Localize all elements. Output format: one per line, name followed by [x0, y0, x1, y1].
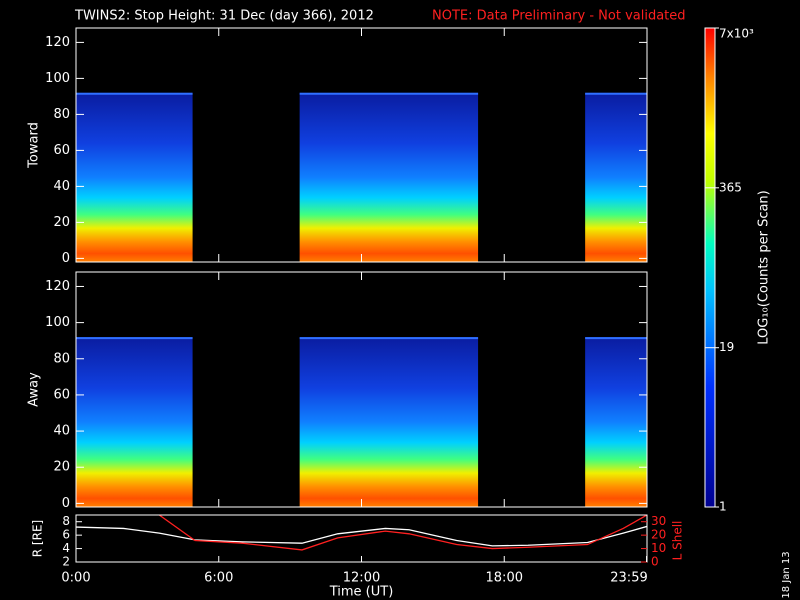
y2-tick-label: 0: [651, 555, 659, 569]
y-tick-label: 120: [45, 35, 70, 50]
y-tick-label: 20: [53, 460, 70, 475]
x-tick-label: 23:59: [610, 571, 647, 586]
series-line: [76, 525, 647, 547]
spectrogram-block: [299, 92, 479, 262]
date-stamp: 18 Jan 13: [781, 551, 792, 598]
x-tick-label: 18:00: [486, 571, 523, 586]
spectrogram-block: [585, 337, 647, 507]
colorbar: [704, 27, 716, 508]
y-axis-label: Away: [27, 372, 42, 407]
y-tick-label: 6: [62, 528, 70, 542]
y-tick-label: 100: [45, 71, 70, 86]
y-tick-label: 2: [62, 555, 70, 569]
y-tick-label: 60: [53, 143, 70, 158]
colorbar-tick-label: 365: [719, 180, 742, 194]
x-tick-label: 12:00: [343, 571, 380, 586]
spectrogram-block: [76, 337, 193, 507]
y-tick-label: 0: [62, 496, 70, 511]
y-tick-label: 40: [53, 179, 70, 194]
x-tick-label: 6:00: [204, 571, 233, 586]
y2-tick-label: 30: [651, 514, 666, 528]
spectrogram-block: [76, 92, 193, 262]
x-tick-label: 0:00: [61, 571, 90, 586]
y-tick-label: 80: [53, 107, 70, 122]
y-tick-label: 80: [53, 351, 70, 366]
y-tick-label: 4: [62, 541, 70, 555]
colorbar-tick-label: 19: [719, 340, 734, 354]
y-tick-label: 100: [45, 315, 70, 330]
note: NOTE: Data Preliminary - Not validated: [432, 9, 686, 24]
y2-tick-label: 10: [651, 541, 666, 555]
y2-tick-label: 20: [651, 528, 666, 542]
colorbar-tick-label: 1: [719, 500, 727, 514]
y2-axis-label: L Shell: [671, 521, 685, 561]
y-tick-label: 20: [53, 215, 70, 230]
y-axis-label: R [RE]: [31, 520, 45, 557]
colorbar-tick-label: 7x10³: [719, 27, 754, 41]
x-axis-label: Time (UT): [329, 585, 394, 600]
y-tick-label: 60: [53, 387, 70, 402]
y-tick-label: 40: [53, 424, 70, 439]
y-tick-label: 120: [45, 279, 70, 294]
panel-frame: [75, 514, 648, 563]
title: TWINS2: Stop Height: 31 Dec (day 366), 2…: [74, 9, 374, 24]
y-tick-label: 0: [62, 251, 70, 266]
colorbar-label: LOG₁₀(Counts per Scan): [757, 190, 772, 345]
spectrogram-block: [585, 92, 647, 262]
y-tick-label: 8: [62, 514, 70, 528]
spectrogram-block: [299, 337, 479, 507]
y-axis-label: Toward: [27, 122, 42, 169]
series-line: [158, 515, 647, 551]
